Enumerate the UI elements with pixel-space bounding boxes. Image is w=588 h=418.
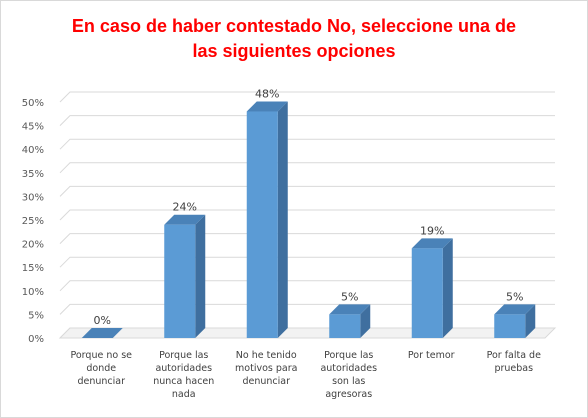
grid-line <box>59 91 555 103</box>
category-label-line: Por temor <box>408 350 455 361</box>
y-tick-label: 25% <box>22 216 44 227</box>
category-label-line: denunciar <box>242 376 290 387</box>
grid-line <box>59 256 555 268</box>
bar-side <box>195 214 206 338</box>
bar-top <box>246 101 288 112</box>
category-label-line: donde <box>86 363 116 374</box>
chart-title: En caso de haber contestado No, seleccio… <box>71 16 517 61</box>
bar <box>164 224 196 338</box>
bar <box>246 111 278 338</box>
bar <box>411 248 443 338</box>
bar-top <box>164 214 206 225</box>
bar <box>494 314 526 338</box>
y-tick-label: 35% <box>22 169 44 180</box>
category-label-line: agresoras <box>325 389 372 400</box>
category-label-line: nada <box>172 389 196 400</box>
grid-line <box>59 209 555 221</box>
category-label: Porque las autoridades nunca hacen nada <box>153 350 214 400</box>
y-tick-label: 15% <box>22 263 44 274</box>
bar-top <box>329 304 371 315</box>
category-label-line: son las <box>332 376 365 387</box>
bar-side <box>442 238 453 338</box>
y-axis-ticks: 0% 5% 10% 15% 20% 25% 30% 35% 40% 45% 50% <box>22 98 44 345</box>
category-label-line: nunca hacen <box>153 376 214 387</box>
bar-side <box>360 304 371 338</box>
bar-top <box>494 304 536 315</box>
grid-line <box>59 138 555 150</box>
data-label: 48% <box>255 87 279 100</box>
data-label: 5% <box>341 290 358 303</box>
category-label-line: autoridades <box>320 363 377 374</box>
category-label-line: Por falta de <box>487 350 542 361</box>
bar-side <box>277 101 288 338</box>
y-tick-label: 5% <box>28 310 44 321</box>
y-tick-label: 10% <box>22 287 44 298</box>
grid-line <box>59 233 555 244</box>
data-label: 5% <box>506 290 523 303</box>
category-label-line: Porque no se <box>70 350 132 361</box>
bars <box>81 101 536 338</box>
x-axis-categories: Porque no se donde denunciar Porque las auto… <box>70 350 541 400</box>
y-tick-label: 45% <box>22 122 44 133</box>
grid-line <box>59 162 555 174</box>
category-label: Porque las autoridades son las agresoras <box>320 350 377 400</box>
category-label: No he tenido motivos para denunciar <box>235 350 297 387</box>
y-tick-label: 50% <box>22 98 44 109</box>
data-label: 0% <box>94 314 111 327</box>
data-label: 24% <box>173 201 197 214</box>
y-tick-label: 20% <box>22 240 44 251</box>
category-label-line: Porque las <box>159 350 208 361</box>
category-label: Porque no se donde denunciar <box>70 350 132 387</box>
grid-lines <box>58 91 557 339</box>
category-label-line: autoridades <box>155 363 212 374</box>
bar-top <box>411 238 453 249</box>
bar <box>329 314 361 338</box>
bar-side <box>525 304 536 338</box>
category-label-line: motivos para <box>235 363 297 374</box>
y-tick-label: 30% <box>22 192 44 203</box>
category-label-line: pruebas <box>494 363 533 374</box>
data-label: 19% <box>420 224 444 237</box>
grid-line <box>59 280 555 292</box>
bar-top <box>81 328 123 338</box>
data-labels: 0% 24% 48% 5% 19% 5% <box>94 87 524 327</box>
y-tick-label: 0% <box>28 334 44 345</box>
category-label: Por temor <box>408 350 455 361</box>
grid-line <box>59 303 555 315</box>
y-tick-label: 40% <box>22 145 44 156</box>
category-label: Por falta de pruebas <box>487 350 542 374</box>
category-label-line: No he tenido <box>236 350 297 361</box>
category-label-line: denunciar <box>77 376 125 387</box>
chart-floor <box>58 327 557 339</box>
category-label-line: Porque las <box>324 350 373 361</box>
grid-line <box>59 185 555 197</box>
grid-line <box>59 115 555 126</box>
